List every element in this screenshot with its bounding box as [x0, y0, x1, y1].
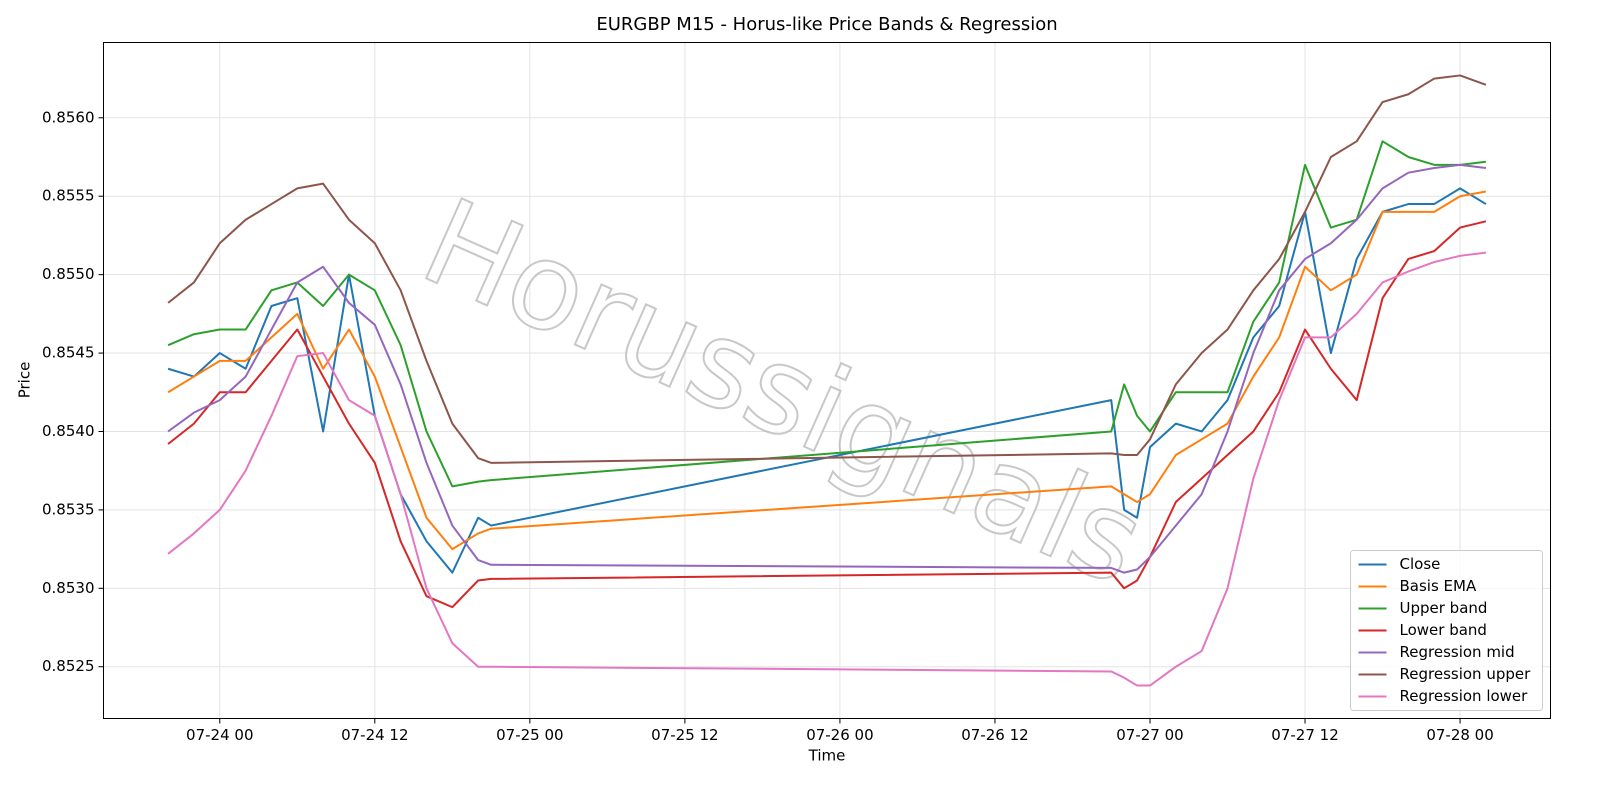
legend-label: Regression lower: [1400, 687, 1529, 705]
x-tick-label: 07-24 12: [341, 726, 408, 744]
chart-title: EURGBP M15 - Horus-like Price Bands & Re…: [596, 14, 1057, 35]
grid: [103, 42, 1551, 719]
y-tick-label: 0.8535: [42, 500, 95, 518]
x-axis-label: Time: [808, 747, 846, 765]
x-tick-label: 07-27 00: [1116, 726, 1183, 744]
y-tick-label: 0.8545: [42, 344, 95, 362]
series-line: [167, 220, 1487, 609]
x-tick-label: 07-25 00: [496, 726, 563, 744]
legend-box: [1350, 550, 1543, 711]
series-line: [167, 163, 1487, 574]
y-tick-label: 0.8555: [42, 187, 95, 205]
x-tick-label: 07-26 12: [961, 726, 1028, 744]
legend-label: Basis EMA: [1400, 577, 1477, 595]
legend-label: Lower band: [1400, 621, 1487, 639]
legend-label: Close: [1400, 555, 1441, 573]
legend-label: Regression mid: [1400, 643, 1515, 661]
y-tick-label: 0.8560: [42, 108, 95, 126]
plot-frame: [103, 42, 1551, 719]
series-line: [167, 74, 1487, 464]
x-tick-label: 07-26 00: [806, 726, 873, 744]
y-axis-label: Price: [16, 362, 34, 399]
x-tick-label: 07-28 00: [1426, 726, 1493, 744]
series-line: [167, 187, 1487, 574]
legend-label: Regression upper: [1400, 665, 1532, 683]
series-line: [167, 251, 1487, 687]
x-tick-label: 07-24 00: [186, 726, 253, 744]
series-line: [167, 190, 1487, 551]
y-tick-label: 0.8550: [42, 265, 95, 283]
y-tick-label: 0.8540: [42, 422, 95, 440]
y-tick-label: 0.8525: [42, 657, 95, 675]
lines: [167, 74, 1487, 687]
y-tick-label: 0.8530: [42, 579, 95, 597]
legend: Close Basis EMA Upper band Lower band Regres…: [1350, 550, 1543, 711]
x-tick-label: 07-27 12: [1271, 726, 1338, 744]
x-tick-label: 07-25 12: [651, 726, 718, 744]
axes: 0.8525 0.8530 0.8535 0.8540 0.8545 0.8550 0.85…: [42, 108, 1494, 744]
legend-label: Upper band: [1400, 599, 1488, 617]
